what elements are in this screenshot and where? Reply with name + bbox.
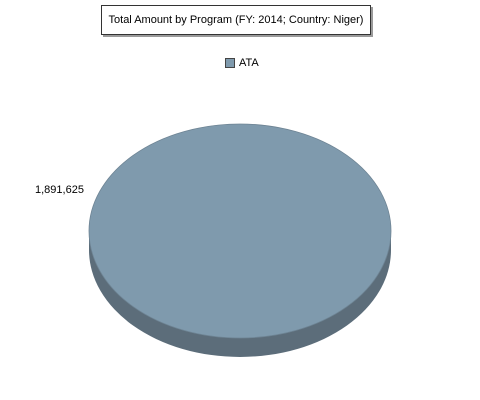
data-label-ata: 1,891,625 bbox=[35, 184, 84, 196]
chart-title: Total Amount by Program (FY: 2014; Count… bbox=[101, 5, 371, 35]
chart-legend: ATA bbox=[225, 57, 259, 69]
pie-slice-ata[interactable] bbox=[88, 123, 392, 339]
legend-swatch-ata bbox=[225, 58, 235, 68]
legend-label-ata: ATA bbox=[239, 57, 259, 69]
pie-slice-ata-side bbox=[89, 231, 391, 357]
